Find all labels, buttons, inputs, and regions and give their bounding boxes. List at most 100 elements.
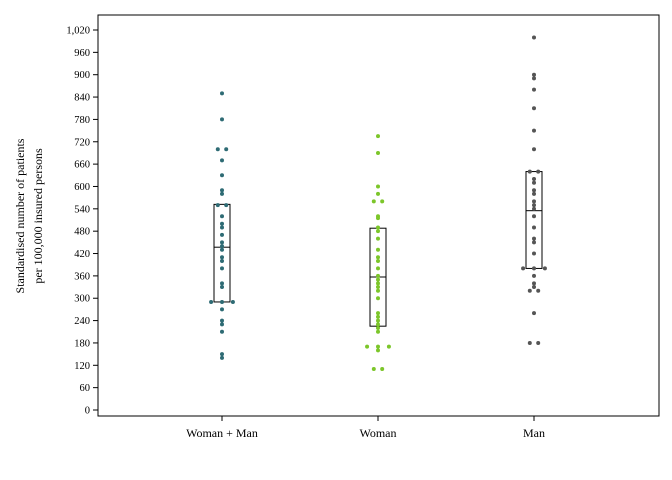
data-point [220,244,224,249]
data-point [220,299,224,304]
data-point [220,240,224,245]
data-point [532,311,536,316]
y-tick-label: 840 [74,93,90,104]
data-point [376,216,380,221]
data-point [376,184,380,189]
data-point [215,203,220,208]
y-tick-label: 720 [74,137,90,148]
data-point [532,236,536,241]
data-point [376,348,380,353]
data-point [220,329,224,334]
data-point [365,344,370,349]
x-axis: Woman + Man Woman Man [186,416,545,440]
data-point [220,322,224,327]
y-tick-label: 0 [85,406,90,417]
data-point [532,285,536,290]
data-point [532,191,536,196]
data-point [532,281,536,286]
data-point [220,352,224,357]
data-point [376,266,380,271]
y-tick-label: 240 [74,316,90,327]
data-point [220,355,224,360]
data-point [230,299,235,304]
data-point [220,281,224,286]
data-point [220,258,224,263]
data-point [532,76,536,81]
data-point [386,344,391,349]
data-point [215,147,220,152]
y-tick-label: 360 [74,271,90,282]
data-point [536,340,541,345]
data-point [532,266,536,271]
data-point [376,191,380,196]
data-point [220,173,224,178]
data-point [542,266,547,271]
data-point [532,128,536,133]
data-point [376,247,380,252]
data-point [532,147,536,152]
data-point [220,255,224,260]
data-point [532,106,536,111]
data-point [376,258,380,263]
y-axis: 0 60 120 180 240 300 360 420 480 540 600 660 720 780 8… [66,26,98,417]
data-point [527,288,532,293]
data-point [376,277,380,282]
data-point [371,367,376,372]
data-point [220,285,224,290]
data-point [376,344,380,349]
y-tick-label: 120 [74,361,90,372]
data-point [220,214,224,219]
y-tick-label: 60 [80,383,91,394]
data-point [532,203,536,208]
y-tick-label: 300 [74,294,90,305]
data-point [532,35,536,40]
data-point [376,329,380,334]
data-point [376,326,380,331]
data-point [220,266,224,271]
data-point [220,221,224,226]
y-tick-label: 540 [74,204,90,215]
data-point [376,225,380,230]
data-point [532,72,536,77]
data-point [220,225,224,230]
data-point [376,322,380,327]
data-point [532,240,536,245]
data-point [376,281,380,286]
x-category-label: Man [523,426,545,440]
y-axis-title-line-2: per 100,000 insured persons [31,148,45,284]
data-point [532,273,536,278]
data-point [220,188,224,193]
data-point [376,229,380,234]
y-tick-label: 780 [74,115,90,126]
data-point [521,266,526,271]
data-point [536,288,541,293]
data-point [532,87,536,92]
data-point [376,255,380,260]
data-point [376,311,380,316]
data-point [376,314,380,319]
data-point [527,340,532,345]
data-point [220,318,224,323]
data-point [380,199,385,204]
data-point [532,199,536,204]
data-point [376,285,380,290]
data-point [220,232,224,237]
data-point [532,251,536,256]
data-point [376,150,380,155]
data-point [380,367,385,372]
data-point [527,169,532,174]
data-point [220,247,224,252]
data-point [376,273,380,278]
y-tick-label: 900 [74,70,90,81]
data-point [376,236,380,241]
y-tick-label: 1,020 [66,26,90,37]
y-tick-label: 420 [74,249,90,260]
data-point [224,147,229,152]
data-point [532,177,536,182]
data-point [532,225,536,230]
y-tick-label: 480 [74,227,90,238]
data-point [209,299,214,304]
chart-marks [209,35,547,372]
data-point [224,203,229,208]
